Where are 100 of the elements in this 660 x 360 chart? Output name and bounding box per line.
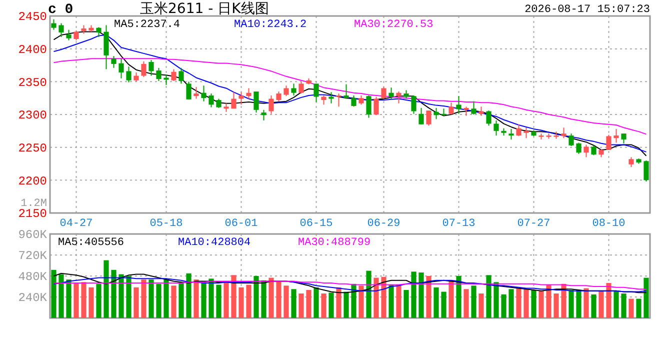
bar	[96, 284, 102, 318]
bar	[81, 282, 86, 318]
line-series	[53, 280, 647, 290]
line-series	[53, 58, 647, 135]
bar	[58, 274, 64, 318]
candlestick	[276, 91, 282, 102]
x-tick-label: 04-27	[60, 218, 93, 230]
candlestick	[508, 128, 514, 140]
candlestick	[606, 134, 612, 150]
bar	[464, 289, 469, 318]
y-tick-label: 2350	[18, 76, 47, 90]
candlestick	[344, 84, 349, 100]
bar	[148, 280, 154, 318]
bar	[156, 284, 162, 318]
candlestick	[644, 160, 649, 182]
candlestick	[96, 26, 102, 38]
y-tick-label: 2250	[18, 142, 47, 156]
bar	[404, 290, 409, 318]
bar	[524, 289, 529, 318]
candlestick	[134, 72, 139, 82]
bar	[621, 294, 626, 318]
y-tick-label: 480K	[18, 270, 48, 284]
bar	[531, 290, 536, 318]
bar	[74, 283, 79, 318]
x-tick-label: 08-10	[592, 218, 626, 230]
candlestick	[238, 92, 244, 106]
bar	[344, 292, 349, 318]
bar	[628, 298, 634, 318]
text: 1.2M	[20, 198, 47, 210]
x-tick-label: 07-27	[517, 218, 550, 230]
bar	[186, 273, 192, 318]
bar	[396, 284, 402, 318]
bar	[426, 276, 432, 318]
x-tick-label: 05-18	[150, 218, 183, 230]
candlestick	[178, 67, 184, 84]
candlestick	[584, 144, 589, 158]
bar	[351, 284, 356, 318]
y-tick-label: 2200	[18, 174, 47, 188]
bar	[418, 272, 424, 318]
bar	[171, 286, 176, 318]
bar	[478, 294, 484, 318]
bar	[538, 290, 544, 318]
bar	[358, 286, 364, 318]
bar	[584, 288, 589, 318]
candlestick	[126, 66, 132, 83]
candlestick	[148, 59, 154, 76]
bar	[471, 286, 476, 318]
candlestick	[336, 92, 342, 108]
candlestick	[58, 22, 64, 38]
annotation: c 0	[48, 2, 74, 18]
bar	[501, 294, 506, 318]
candlestick	[516, 124, 522, 137]
text: MA10:2243.2	[234, 19, 307, 31]
bar	[208, 278, 214, 318]
bar	[118, 274, 124, 318]
candlestick	[156, 67, 162, 82]
bar	[568, 290, 574, 318]
candlestick	[298, 81, 304, 94]
candlestick	[358, 94, 364, 106]
candlestick	[231, 92, 236, 110]
y-tick-label: 2300	[18, 108, 47, 123]
bar	[614, 290, 619, 318]
candlestick	[434, 107, 439, 120]
candlestick	[268, 94, 274, 114]
x-tick-label: 06-15	[300, 218, 333, 230]
bar	[254, 276, 259, 318]
bar	[328, 292, 334, 318]
text: MA5:405556	[58, 237, 124, 249]
candlestick	[164, 74, 169, 86]
candlestick	[464, 106, 469, 116]
candlestick	[246, 88, 252, 100]
candlestick	[411, 94, 416, 114]
text: 2026-08-17 15:07:23	[524, 4, 650, 16]
bar	[51, 270, 56, 318]
series-label: MA5:2237.4	[114, 19, 180, 31]
bar	[546, 284, 552, 318]
bar	[516, 288, 522, 318]
candlestick	[418, 107, 424, 125]
candlestick	[254, 91, 259, 114]
bar	[494, 282, 499, 318]
candlestick	[351, 94, 356, 108]
candlestick	[494, 120, 499, 136]
candlestick	[591, 144, 596, 156]
bar	[434, 287, 439, 318]
bar	[336, 287, 342, 318]
bar	[246, 284, 252, 318]
candlestick	[381, 86, 386, 100]
y-tick-label: 720K	[18, 249, 48, 264]
bar	[284, 286, 289, 318]
y-tick-label: 240K	[18, 291, 48, 306]
candlestick	[456, 96, 462, 114]
bar	[606, 283, 612, 318]
bar	[388, 284, 394, 318]
candlestick	[366, 94, 372, 118]
candlestick	[561, 127, 566, 139]
bar	[374, 278, 379, 318]
candlestick	[104, 24, 109, 70]
bar	[298, 294, 304, 318]
bar	[261, 280, 266, 318]
text: MA30:2270.53	[354, 19, 434, 31]
